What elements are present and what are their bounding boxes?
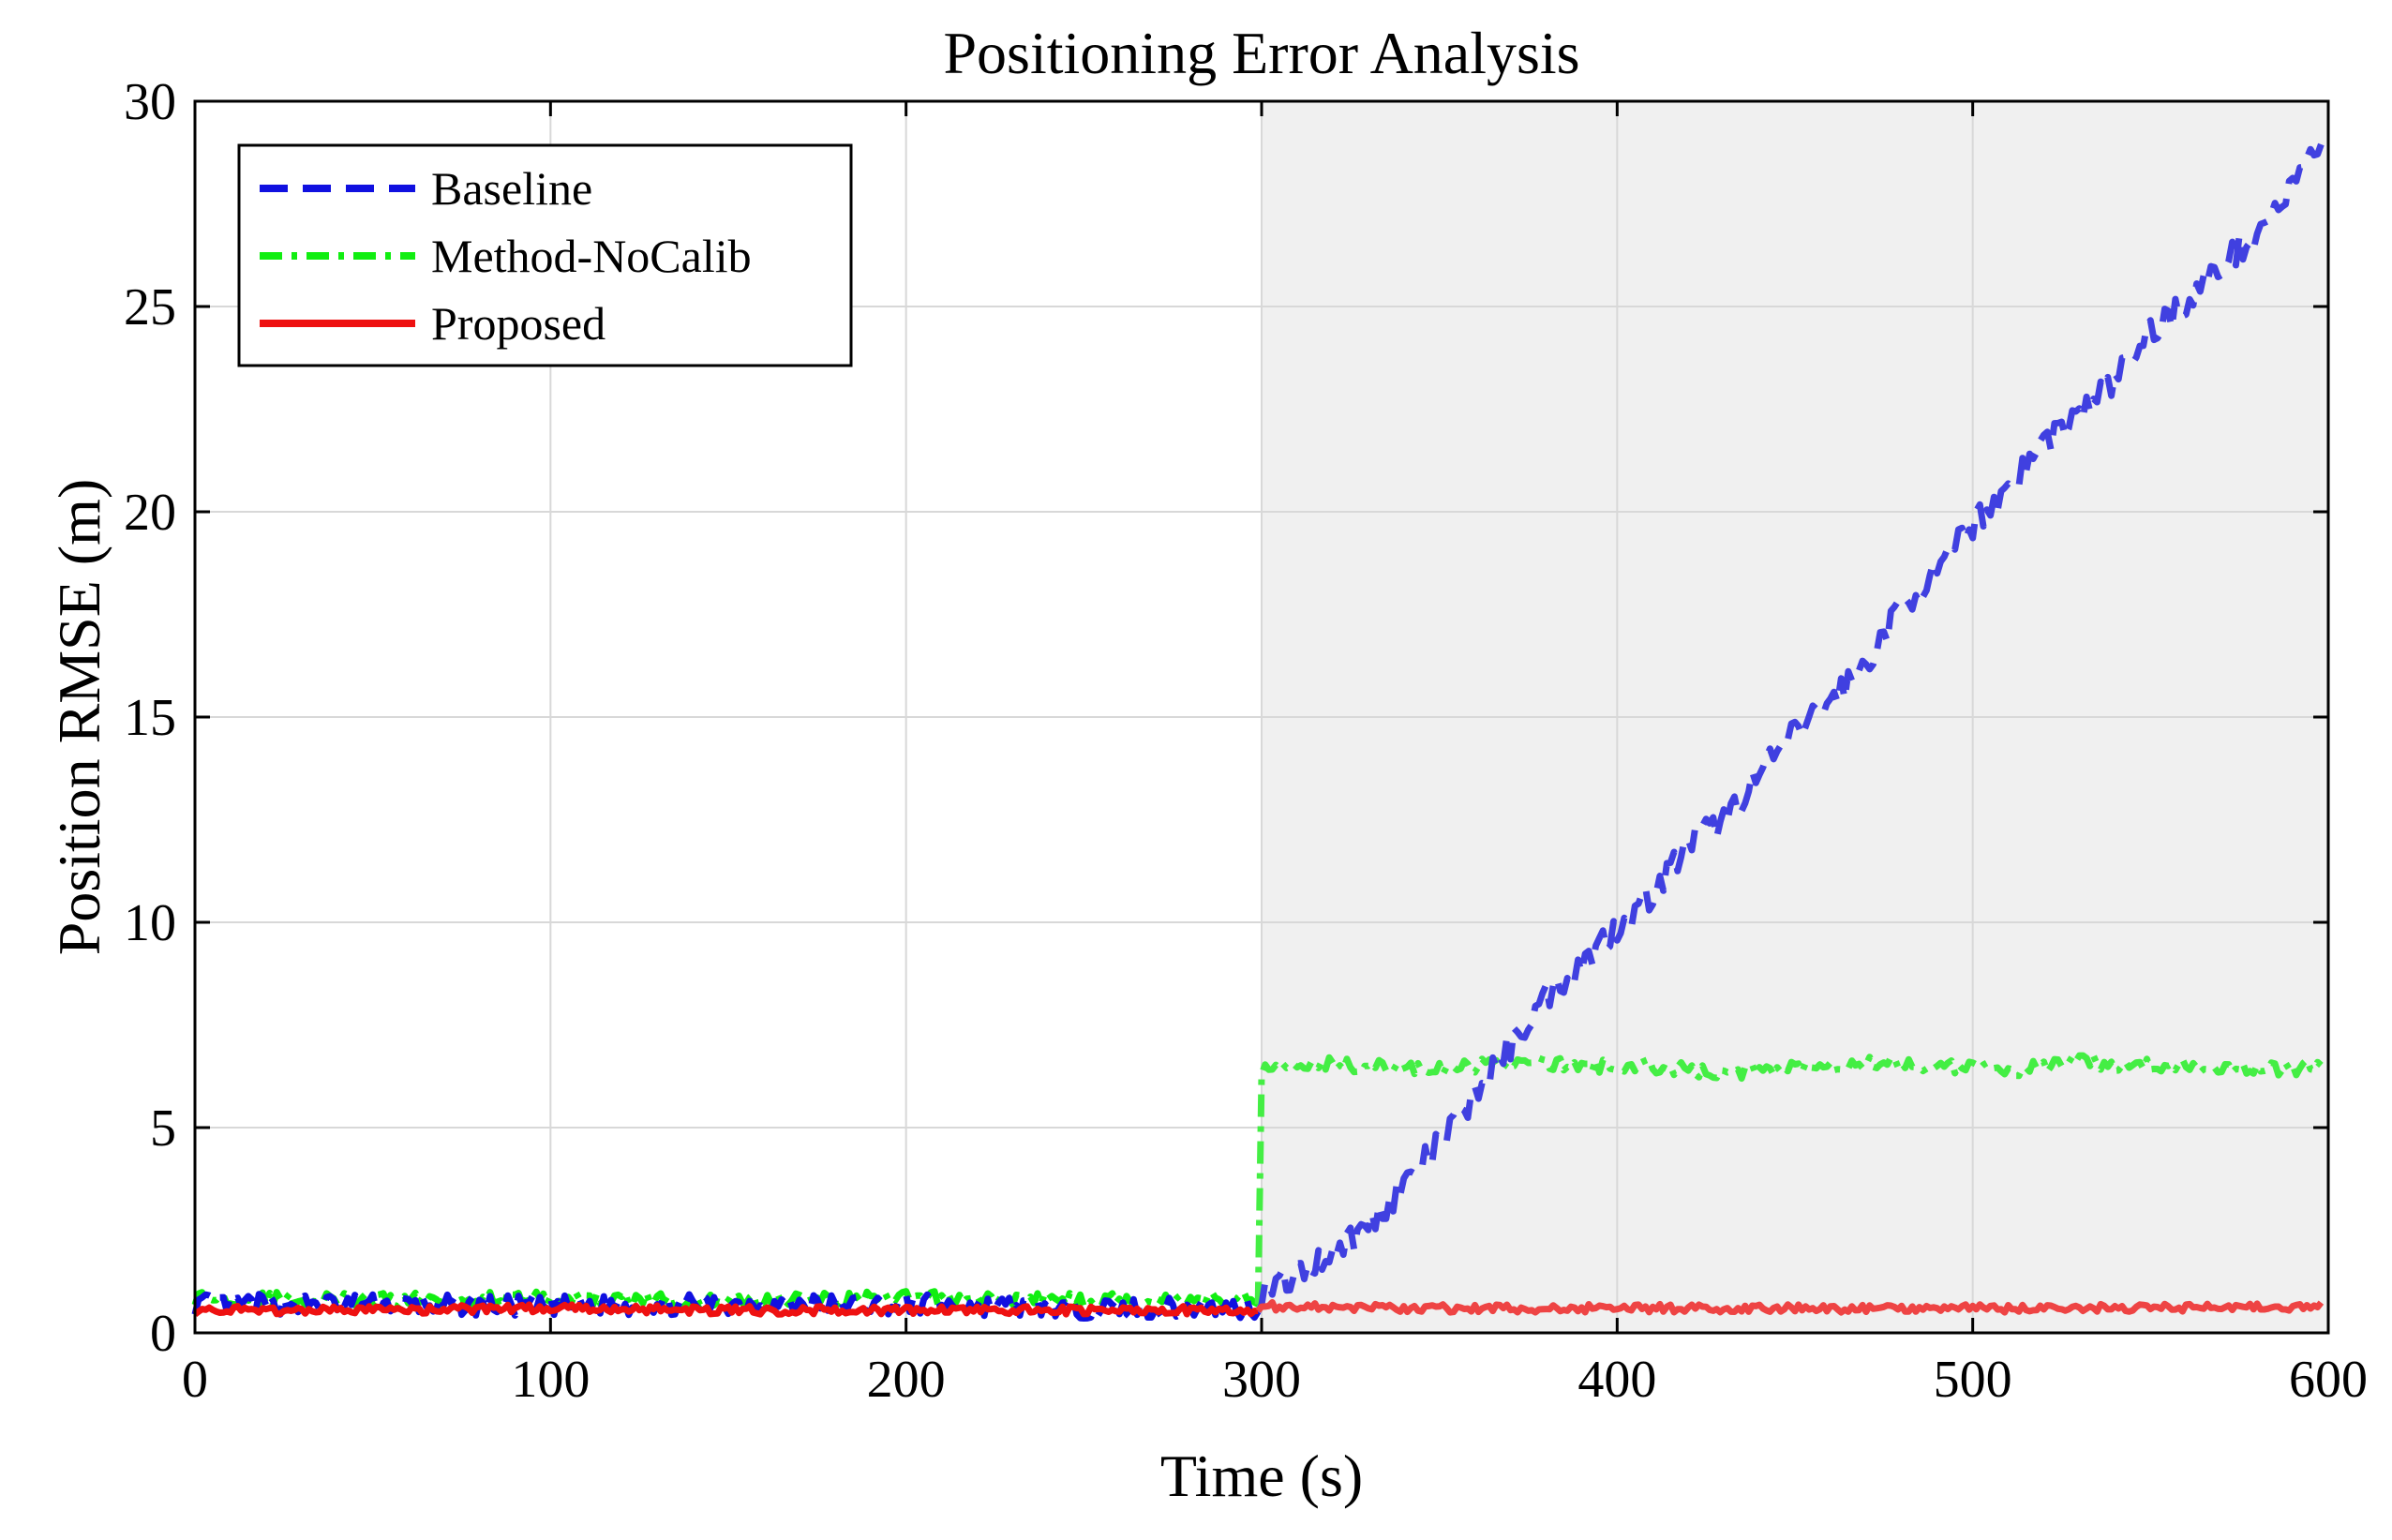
y-tick-label: 0 [150, 1305, 176, 1363]
y-axis-label: Position RMSE (m) [46, 479, 112, 956]
series-layer [191, 142, 2325, 1322]
series-line-proposed-after [1255, 1299, 2325, 1316]
y-tick-label: 30 [124, 73, 176, 131]
y-tick-label: 25 [124, 278, 176, 336]
y-tick-label: 15 [124, 689, 176, 747]
x-tick-label: 600 [2289, 1351, 2368, 1409]
x-axis-label: Time (s) [1160, 1443, 1363, 1509]
series-line-proposed-before [192, 1301, 1259, 1318]
legend-label-proposed: Proposed [431, 297, 605, 350]
x-tick-label: 100 [511, 1351, 590, 1409]
x-tick-label: 200 [867, 1351, 946, 1409]
series-line-method-nocalib-after [1254, 1052, 2324, 1305]
series-line-method-nocalib-before [191, 1288, 1260, 1310]
x-tick-label: 500 [1934, 1351, 2012, 1409]
series-line-baseline-after [1255, 142, 2325, 1313]
tick-layer: 0 100 200 300 400 500 600 0 5 10 15 20 25 30 [124, 73, 2368, 1409]
x-tick-label: 0 [182, 1351, 208, 1409]
x-tick-label: 300 [1222, 1351, 1301, 1409]
y-tick-label: 10 [124, 894, 176, 952]
chart-title: Positioning Error Analysis [943, 20, 1579, 86]
legend-label-method-nocalib: Method-NoCalib [431, 230, 752, 282]
legend-label-baseline: Baseline [431, 162, 592, 215]
legend: Baseline Method-NoCalib Proposed [237, 143, 853, 367]
y-tick-label: 20 [124, 484, 176, 542]
y-tick-label: 5 [150, 1099, 176, 1158]
x-tick-label: 400 [1577, 1351, 1656, 1409]
